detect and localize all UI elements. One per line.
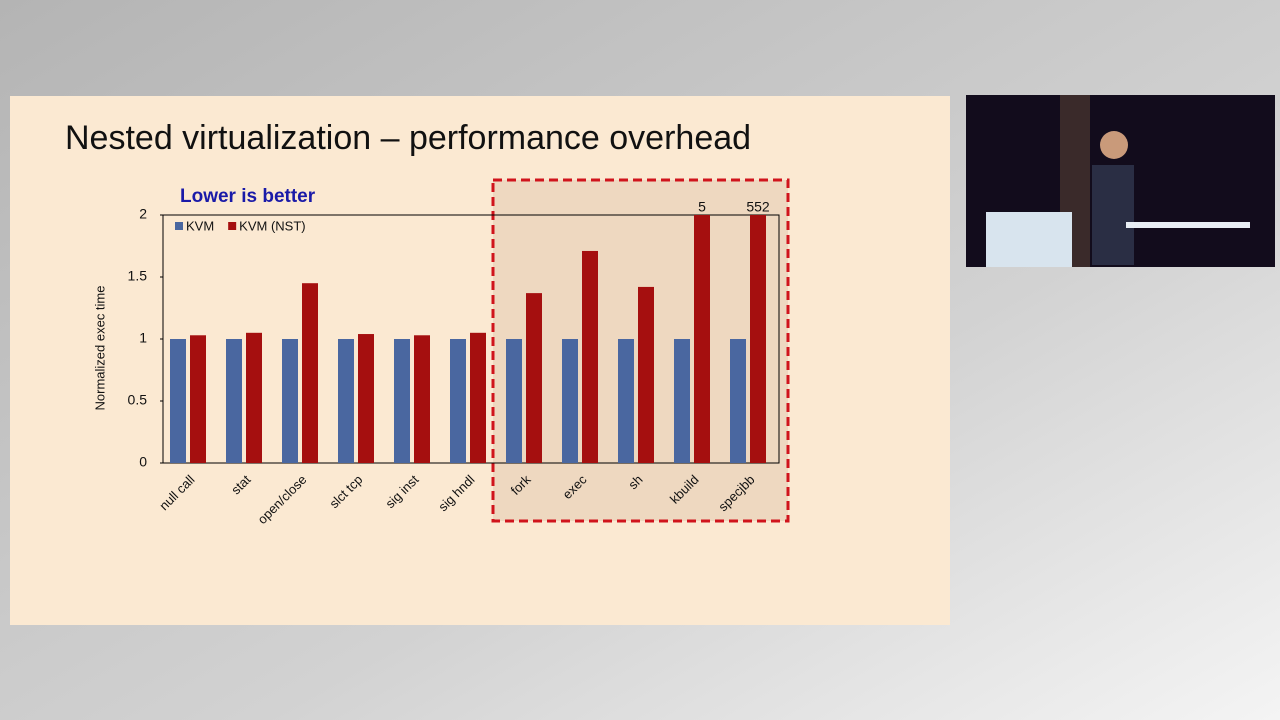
bar	[674, 339, 690, 463]
bar	[190, 335, 206, 463]
bar	[638, 286, 654, 463]
bar	[394, 339, 410, 463]
podium	[986, 212, 1072, 267]
bar	[526, 293, 542, 463]
speaker	[1092, 165, 1134, 265]
bar	[470, 332, 486, 463]
bar	[582, 250, 598, 463]
legend-swatch	[175, 222, 183, 230]
legend-label: KVM	[186, 218, 214, 233]
bar	[282, 339, 298, 463]
bar	[246, 332, 262, 463]
table	[1126, 222, 1250, 228]
speaker-head	[1100, 131, 1128, 159]
bar	[302, 283, 318, 463]
data-label: 5	[698, 199, 706, 215]
y-axis-label: Normalized exec time	[92, 286, 107, 411]
bar	[414, 335, 430, 463]
bar	[750, 215, 766, 463]
y-tick-label: 2	[139, 206, 147, 222]
annotation: Lower is better	[180, 186, 316, 207]
bar	[358, 334, 374, 463]
bar	[170, 339, 186, 463]
y-tick-label: 0.5	[128, 392, 148, 408]
bar	[618, 339, 634, 463]
y-tick-label: 0	[139, 454, 147, 470]
bar	[506, 339, 522, 463]
bar	[450, 339, 466, 463]
legend-label: KVM (NST)	[239, 218, 305, 233]
bars	[170, 215, 766, 463]
bar	[562, 339, 578, 463]
bar	[226, 339, 242, 463]
video-inset	[966, 95, 1275, 267]
bar	[694, 215, 710, 463]
bar	[338, 339, 354, 463]
legend-swatch	[228, 222, 237, 230]
bar	[730, 339, 746, 463]
chart-title: Nested virtualization – performance over…	[65, 119, 751, 157]
data-label: 552	[746, 199, 770, 215]
y-tick-label: 1	[139, 330, 147, 346]
y-tick-label: 1.5	[128, 268, 148, 284]
